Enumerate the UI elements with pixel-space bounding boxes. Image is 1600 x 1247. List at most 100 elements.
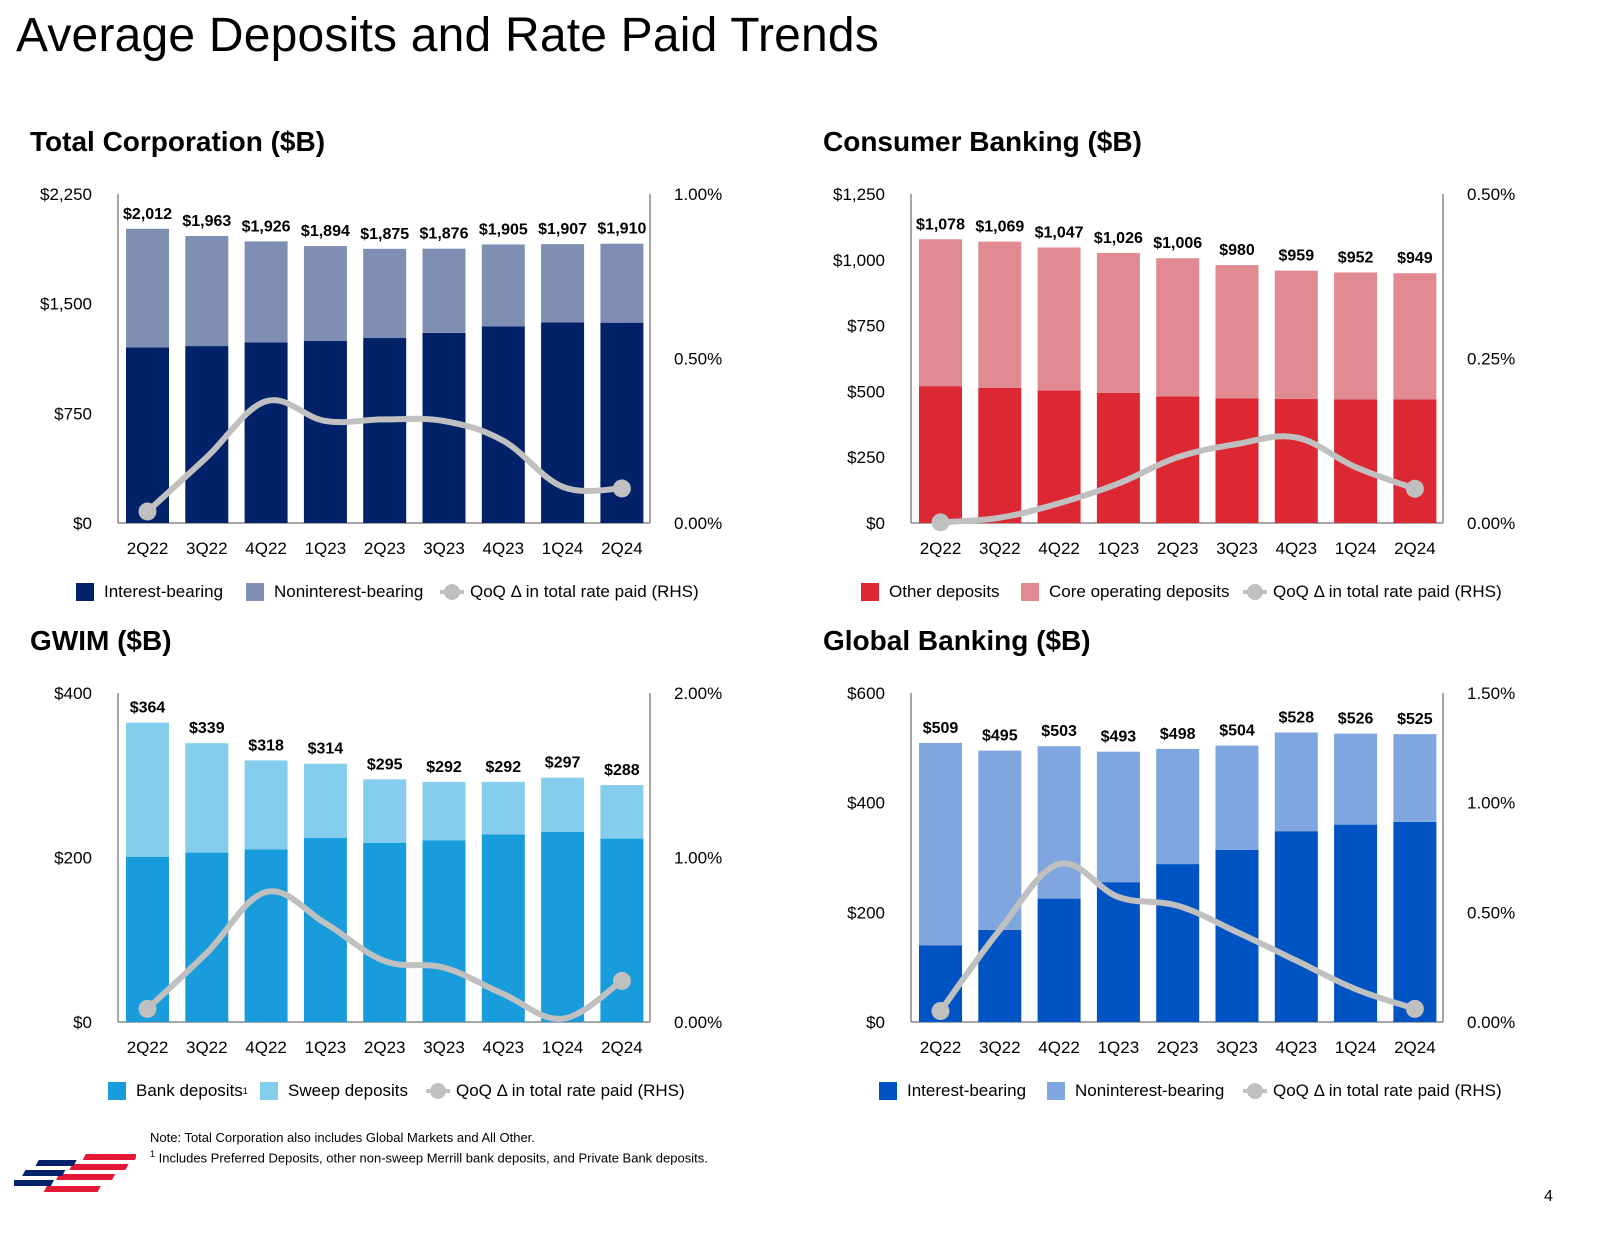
x-tick-label: 4Q23 [483, 539, 525, 558]
bar-lower-segment [363, 338, 407, 523]
bar-lower-segment [422, 840, 466, 1022]
x-tick-label: 1Q24 [1335, 539, 1377, 558]
bar-total-label: $1,006 [1153, 235, 1202, 252]
bar-total-label: $292 [426, 759, 462, 776]
legend-item: Interest-bearing [76, 582, 223, 602]
legend-label: Sweep deposits [288, 1081, 409, 1100]
bar-lower-segment [978, 387, 1022, 523]
bar-upper-segment [126, 228, 169, 348]
bar-upper-segment [978, 750, 1022, 930]
bar-total-label: $288 [604, 762, 640, 779]
bar-upper-segment [185, 235, 229, 347]
legend-label: Noninterest-bearing [274, 582, 424, 601]
bar-total-label: $949 [1397, 250, 1433, 267]
legend-item: Noninterest-bearing [246, 582, 423, 602]
bar-total-label: $339 [189, 720, 225, 737]
x-tick-label: 3Q23 [423, 539, 465, 558]
bar-upper-segment [244, 241, 288, 343]
bar-upper-segment [1334, 272, 1378, 400]
line-start-marker [931, 1002, 950, 1021]
chart-title: Global Banking ($B) [823, 625, 1091, 656]
bar-total-label: $314 [308, 741, 344, 758]
x-tick-label: 2Q22 [127, 1038, 169, 1057]
x-tick-label: 4Q23 [483, 1038, 525, 1057]
footnotes: Note: Total Corporation also includes Gl… [150, 1129, 708, 1166]
bar-upper-segment [1037, 247, 1081, 391]
bar-lower-segment [363, 842, 407, 1022]
legend-item: QoQ Δ in total rate paid (RHS) [1243, 1081, 1502, 1101]
y-tick-label: $250 [847, 448, 885, 467]
line-start-marker [138, 502, 157, 521]
x-tick-label: 2Q24 [1394, 539, 1436, 558]
y2-tick-label: 0.00% [1467, 1013, 1515, 1032]
legend-line-marker-icon [440, 583, 464, 601]
bar-total-label: $292 [486, 759, 522, 776]
line-end-marker [612, 479, 631, 498]
bar-upper-segment [481, 781, 525, 835]
bar-upper-segment [303, 763, 347, 838]
bank-flag-logo-icon [14, 1154, 136, 1192]
bar-upper-segment [1393, 734, 1437, 822]
chart-legend: Other deposits Core operating deposits QoQ… [823, 582, 1583, 608]
bar-lower-segment [1274, 831, 1318, 1022]
bar-total-label: $528 [1279, 709, 1315, 726]
bar-total-label: $1,026 [1094, 230, 1143, 247]
chart-panel-global-banking: Global Banking ($B) $0 $200 $400 $600 0.00% 0… [823, 625, 1600, 1125]
legend-item: Noninterest-bearing [1047, 1081, 1224, 1101]
legend-swatch [108, 1082, 126, 1100]
legend-swatch [76, 583, 94, 601]
y-tick-label: $0 [866, 514, 885, 533]
footnote-text: Includes Preferred Deposits, other non-s… [158, 1150, 708, 1166]
legend-item: Interest-bearing [879, 1081, 1026, 1101]
rate-paid-line [144, 397, 625, 515]
bar-total-label: $1,926 [242, 218, 291, 235]
bar-upper-segment [600, 243, 644, 323]
legend-label: Bank deposits [136, 1081, 243, 1100]
bar-lower-segment [1215, 398, 1259, 523]
bar-upper-segment [1274, 270, 1318, 400]
chart-legend: Interest-bearing Noninterest-bearing QoQ Δ… [30, 582, 790, 608]
bar-total-label: $959 [1279, 248, 1315, 265]
chart-svg: $0 $200 $400 0.00% 1.00% 2.00% $364 2Q22 $339 3Q2… [54, 684, 722, 1057]
y-tick-label: $200 [54, 849, 92, 868]
y2-tick-label: 1.50% [1467, 684, 1515, 703]
y-tick-label: $400 [847, 794, 885, 813]
bar-total-label: $504 [1219, 723, 1255, 740]
bar-total-label: $526 [1338, 711, 1374, 728]
bar-upper-segment [1393, 273, 1437, 400]
bar-upper-segment [1156, 258, 1200, 397]
bar-total-label: $493 [1101, 729, 1137, 746]
x-tick-label: 3Q23 [423, 1038, 465, 1057]
bar-total-label: $2,012 [123, 206, 172, 223]
x-tick-label: 2Q22 [920, 1038, 962, 1057]
bar-upper-segment [1274, 732, 1318, 832]
bar-lower-segment [541, 832, 585, 1022]
bar-total-label: $1,078 [916, 216, 965, 233]
bar-upper-segment [303, 246, 347, 341]
x-tick-label: 1Q23 [1098, 1038, 1140, 1057]
x-tick-label: 1Q24 [542, 1038, 584, 1057]
bar-lower-segment [1393, 821, 1437, 1022]
bar-lower-segment [1156, 864, 1200, 1022]
legend-label: Noninterest-bearing [1075, 1081, 1225, 1100]
bar-total-label: $1,910 [597, 221, 646, 238]
bar-upper-segment [481, 244, 525, 327]
bar-upper-segment [1096, 252, 1140, 393]
chart-svg: $0 $750 $1,500 $2,250 0.00% 0.50% 1.00% $2,012 2… [40, 185, 722, 558]
bar-upper-segment [978, 241, 1022, 388]
x-tick-label: 4Q23 [1276, 1038, 1318, 1057]
y2-tick-label: 0.25% [1467, 350, 1515, 369]
x-tick-label: 1Q24 [1335, 1038, 1377, 1057]
bar-total-label: $1,905 [479, 221, 528, 238]
bar-total-label: $318 [248, 737, 284, 754]
y-tick-label: $1,000 [833, 251, 885, 270]
legend-label: QoQ Δ in total rate paid (RHS) [1273, 582, 1502, 601]
bar-upper-segment [1334, 733, 1378, 825]
bar-total-label: $495 [982, 728, 1018, 745]
chart-svg: $0 $250 $500 $750 $1,000 $1,250 0.00% 0.25% 0.50… [833, 185, 1515, 558]
bar-total-label: $295 [367, 756, 403, 773]
x-tick-label: 1Q23 [305, 539, 347, 558]
chart-legend: Bank deposits 1 Sweep deposits QoQ Δ in tot… [30, 1081, 790, 1107]
legend-swatch [861, 583, 879, 601]
rate-paid-line [144, 888, 625, 1022]
